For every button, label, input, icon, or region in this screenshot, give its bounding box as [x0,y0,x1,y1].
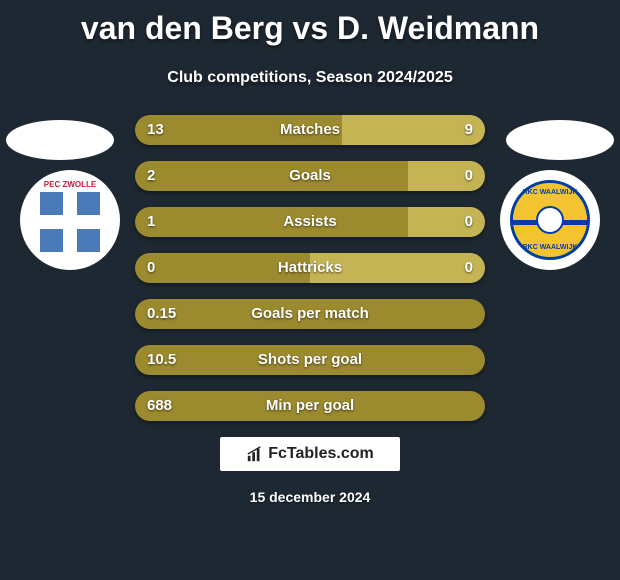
chart-icon [246,445,264,463]
stat-value-p2: 0 [465,207,473,237]
stat-row: Assists 1 0 [135,207,485,237]
stat-row: Min per goal 688 [135,391,485,421]
stat-value-p1: 0.15 [147,299,176,329]
player1-club-badge: PEC ZWOLLE [20,170,120,270]
stats-comparison: Matches139Goals20Assists10Hattricks00Goa… [135,115,485,421]
stat-value-p2: 9 [465,115,473,145]
rkc-label-bot: RKC WAALWIJK [523,244,578,251]
footer-date: 15 december 2024 [0,489,620,505]
pec-zwolle-logo: PEC ZWOLLE [32,182,108,258]
stat-row: Goals per match 0.15 [135,299,485,329]
stat-value-p2: 0 [465,161,473,191]
stat-bar-left [135,207,408,237]
pec-label: PEC ZWOLLE [44,180,96,189]
stat-value-p2: 0 [465,253,473,283]
stat-row: Goals 2 0 [135,161,485,191]
stat-bar-right [408,207,485,237]
rkc-label-top: RKC WAALWIJK [523,189,578,196]
stat-value-p1: 13 [147,115,164,145]
player1-avatar [6,120,114,160]
stat-bar-right [408,161,485,191]
stat-label: Hattricks [278,253,342,283]
stat-row: Shots per goal 10.5 [135,345,485,375]
page-title: van den Berg vs D. Weidmann [0,0,620,47]
stat-value-p1: 2 [147,161,155,191]
stat-row: Hattricks 0 0 [135,253,485,283]
stat-label: Goals per match [251,299,369,329]
stat-row: Matches 13 9 [135,115,485,145]
footer-site-text: FcTables.com [268,445,374,463]
stat-bar-left [135,161,408,191]
stat-label: Shots per goal [258,345,362,375]
rkc-waalwijk-logo: RKC WAALWIJK RKC WAALWIJK [510,180,590,260]
player2-club-badge: RKC WAALWIJK RKC WAALWIJK [500,170,600,270]
footer-site-badge: FcTables.com [220,437,400,471]
stat-label: Min per goal [266,391,354,421]
stat-value-p1: 688 [147,391,172,421]
stat-value-p1: 0 [147,253,155,283]
stat-value-p1: 1 [147,207,155,237]
stat-label: Goals [289,161,331,191]
stat-bar-right [342,115,486,145]
stat-label: Assists [283,207,336,237]
subtitle: Club competitions, Season 2024/2025 [0,69,620,87]
player2-avatar [506,120,614,160]
stat-label: Matches [280,115,340,145]
stat-value-p1: 10.5 [147,345,176,375]
